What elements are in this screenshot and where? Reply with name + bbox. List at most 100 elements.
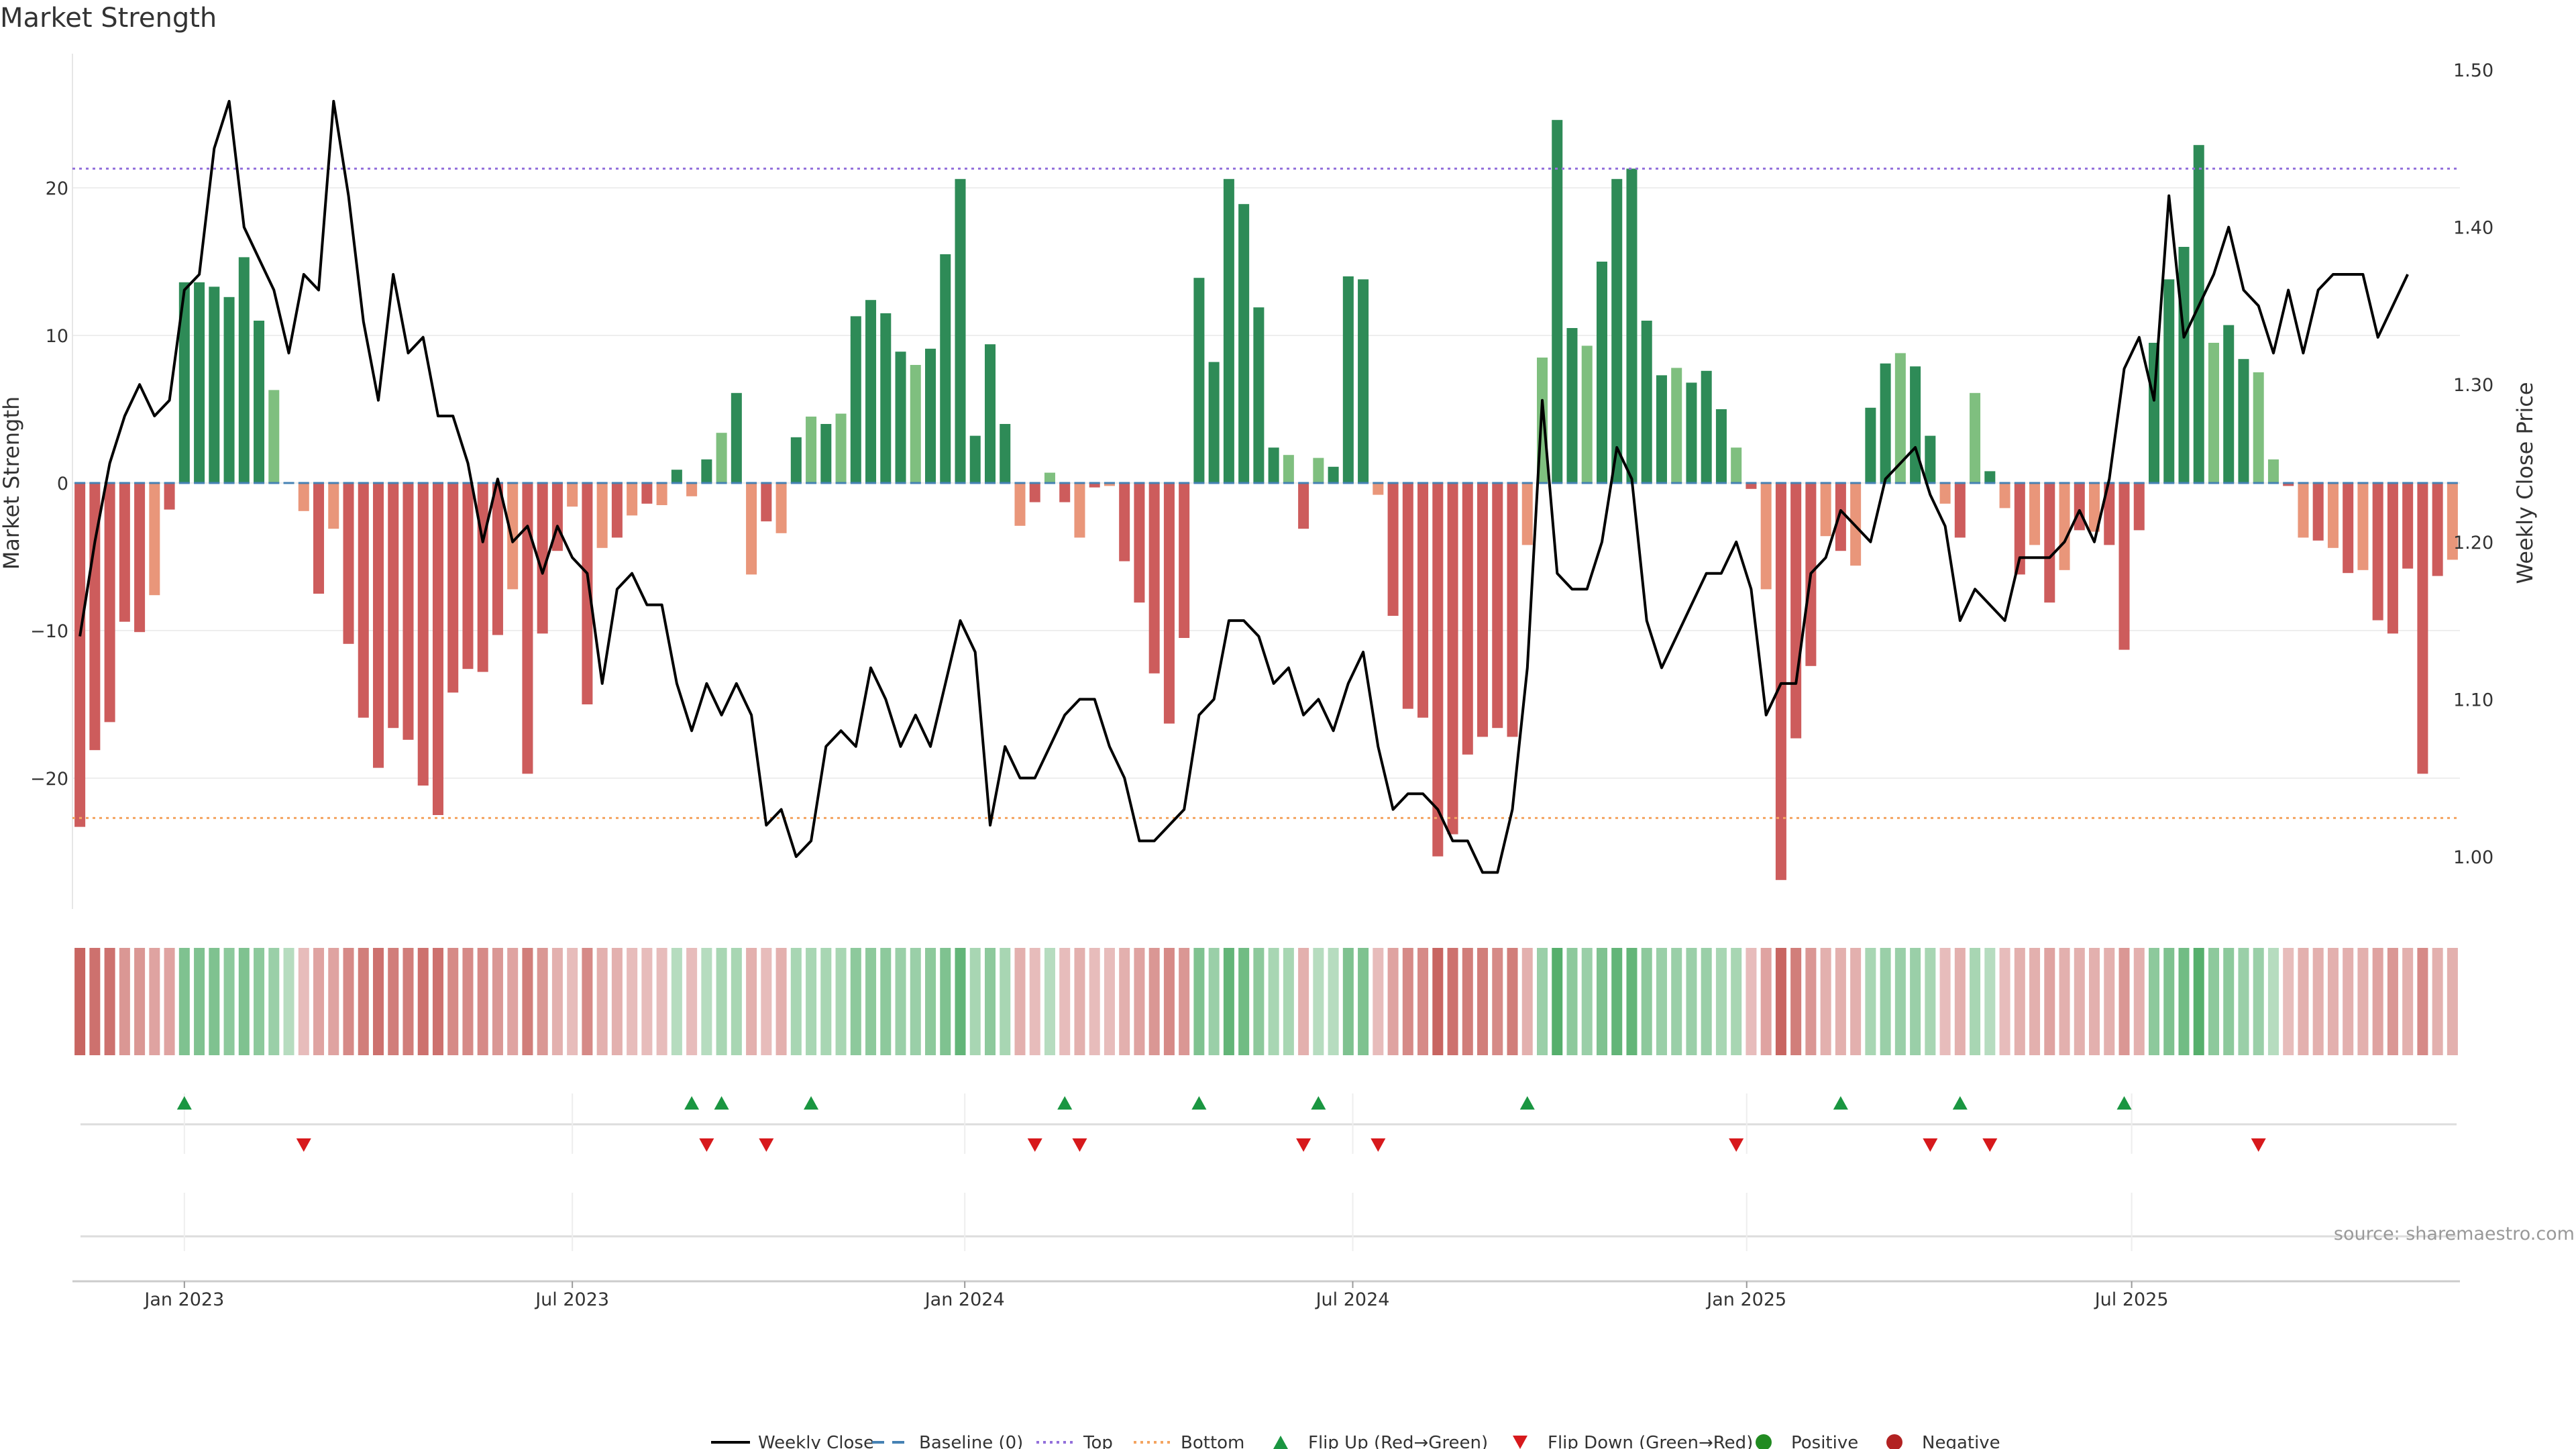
regime-cell — [1835, 948, 1846, 1055]
strength-bar — [372, 483, 384, 768]
legend-swatch — [1513, 1436, 1527, 1449]
regime-cell — [2193, 948, 2204, 1055]
x-tick-label: Jul 2023 — [534, 1289, 609, 1310]
strength-bar — [2029, 483, 2041, 545]
regime-cell — [1104, 948, 1115, 1055]
strength-bar — [2387, 483, 2398, 634]
legend-label: Negative — [1922, 1433, 2000, 1449]
flip-down-marker — [759, 1138, 774, 1152]
legend-label: Flip Down (Green→Red) — [1548, 1433, 1753, 1449]
strength-bar — [402, 483, 414, 740]
regime-cell — [2014, 948, 2025, 1055]
strength-bar — [1746, 483, 1757, 489]
flip-down-marker — [699, 1138, 714, 1152]
regime-cell — [865, 948, 877, 1055]
x-tick-label: Jul 2024 — [1315, 1289, 1390, 1310]
strength-bar — [238, 257, 250, 483]
strength-bar — [865, 300, 877, 483]
regime-cell — [1552, 948, 1563, 1055]
flip-up-marker — [714, 1096, 729, 1110]
legend-item: Baseline (0) — [872, 1433, 1023, 1449]
strength-bar — [761, 483, 772, 522]
regime-cell — [716, 948, 727, 1055]
regime-cell — [119, 948, 130, 1055]
regime-cell — [1925, 948, 1936, 1055]
regime-cell — [1984, 948, 1996, 1055]
regime-cell — [2417, 948, 2428, 1055]
regime-cell — [2343, 948, 2354, 1055]
strength-bar — [1402, 483, 1413, 709]
regime-cell — [1000, 948, 1011, 1055]
regime-cell — [268, 948, 280, 1055]
x-axis: Jan 2023 Jul 2023 Jan 2024 Jul 2024 Jan 2025… — [72, 1280, 2460, 1310]
regime-cell — [611, 948, 623, 1055]
regime-cell — [1731, 948, 1742, 1055]
strength-bar — [462, 483, 474, 669]
regime-cell — [417, 948, 429, 1055]
strength-bar — [1581, 345, 1593, 483]
legend-label: Top — [1083, 1433, 1113, 1449]
regime-cell — [1880, 948, 1891, 1055]
strength-bar — [2208, 343, 2219, 483]
strength-bar — [178, 282, 190, 483]
regime-cell — [835, 948, 847, 1055]
regime-cell — [89, 948, 101, 1055]
strength-bar — [1626, 168, 1638, 483]
x-tick-label: Jan 2024 — [924, 1289, 1005, 1310]
flip-down-marker — [1371, 1138, 1386, 1152]
strength-bar — [1089, 483, 1100, 488]
regime-cell — [1462, 948, 1473, 1055]
strength-bar — [1119, 483, 1130, 561]
left-tick-label: 20 — [46, 178, 68, 199]
regime-cell — [984, 948, 996, 1055]
regime-cell — [1283, 948, 1294, 1055]
legend-item: Flip Down (Green→Red) — [1513, 1433, 1753, 1449]
flip-up-marker — [684, 1096, 700, 1110]
regime-cell — [477, 948, 488, 1055]
strength-bar — [1760, 483, 1772, 590]
regime-cell — [1626, 948, 1638, 1055]
regime-cell — [775, 948, 787, 1055]
regime-cell — [1492, 948, 1503, 1055]
left-tick-label: −20 — [30, 769, 68, 790]
flip-down-marker — [1072, 1138, 1087, 1152]
regime-cell — [1358, 948, 1369, 1055]
strength-bar — [1074, 483, 1085, 538]
regime-cell — [656, 948, 667, 1055]
strength-bar — [1790, 483, 1802, 739]
strength-bar — [925, 348, 936, 483]
main-grid — [72, 54, 2460, 909]
strength-bar — [701, 459, 712, 483]
regime-cell — [1402, 948, 1413, 1055]
strength-bar — [388, 483, 399, 729]
strength-bar — [2357, 483, 2369, 570]
strength-bar — [1954, 483, 1966, 538]
regime-cell — [1939, 948, 1951, 1055]
regime-cell — [1701, 948, 1712, 1055]
regime-cell — [761, 948, 772, 1055]
regime-cell — [2432, 948, 2443, 1055]
strength-bar — [1894, 353, 1906, 483]
strength-bar — [2253, 372, 2264, 483]
regime-cell — [1850, 948, 1862, 1055]
regime-cell — [104, 948, 115, 1055]
strength-bar — [1342, 276, 1354, 483]
chart-title: Market Strength — [0, 3, 217, 34]
strength-bar — [313, 483, 325, 594]
strength-bar — [2118, 483, 2130, 650]
regime-cell — [1238, 948, 1250, 1055]
legend-item: Top — [1036, 1433, 1113, 1449]
left-y-axis-label: Market Strength — [0, 396, 24, 570]
strength-bar — [2238, 359, 2249, 483]
strength-bar — [343, 483, 354, 644]
strength-bar — [522, 483, 533, 774]
strength-bar — [2327, 483, 2339, 548]
legend-item: Positive — [1756, 1433, 1858, 1449]
regime-cell — [2253, 948, 2264, 1055]
strength-bar — [2267, 459, 2279, 483]
strength-bar — [1999, 483, 2010, 508]
right-tick-label: 1.30 — [2453, 375, 2493, 396]
regime-cell — [567, 948, 578, 1055]
regime-cell — [313, 948, 325, 1055]
x-tick-label: Jan 2023 — [143, 1289, 224, 1310]
